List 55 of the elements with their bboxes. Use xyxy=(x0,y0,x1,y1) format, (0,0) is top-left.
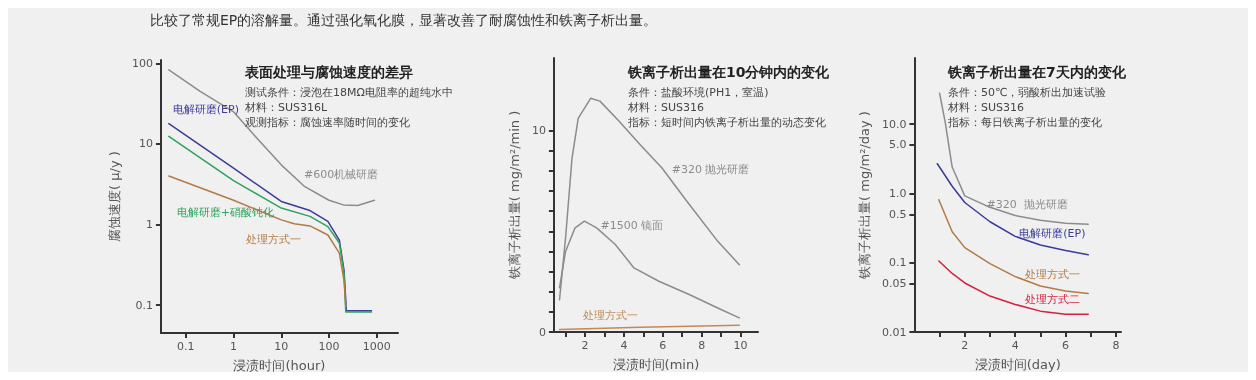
y-tick-label: 0.01 xyxy=(881,325,907,339)
chart-title: 铁离子析出量在7天内的变化 xyxy=(947,64,1127,80)
series-label: 处理方式一 xyxy=(246,233,302,247)
x-tick-label: 4 xyxy=(1011,339,1019,352)
x-tick-label: 1000 xyxy=(362,340,391,353)
chart-title: 表面处理与腐蚀速度的差异 xyxy=(244,64,413,80)
annotation: 测试条件：浸泡在18MΩ电阻率的超纯水中 xyxy=(245,86,453,99)
x-tick-label: 6 xyxy=(659,339,667,352)
y-axis-title: 铁离子析出量( mg/m²/day ) xyxy=(857,111,872,280)
x-tick-label: 6 xyxy=(1062,339,1070,352)
series-label: 处理方式二 xyxy=(1024,293,1080,307)
series-label: 处理方式一 xyxy=(1024,268,1080,282)
annotation: 条件：50℃，弱酸析出加速试验 xyxy=(948,86,1107,99)
annotation: 材料：SUS316 xyxy=(627,101,705,114)
series-label: 电解研磨(EP) xyxy=(172,103,239,117)
x-tick-label: 10 xyxy=(733,339,748,352)
y-tick-label: 5.0 xyxy=(888,138,907,152)
x-tick-label: 2 xyxy=(961,339,969,352)
annotation: 条件：盐酸环境(PH1，室温) xyxy=(628,86,769,99)
x-axis-title: 浸渍时间(min) xyxy=(612,357,700,372)
y-tick-label: 0.1 xyxy=(888,256,907,270)
series-label: 电解研磨(EP) xyxy=(1019,227,1086,241)
x-tick-label: 10 xyxy=(274,340,289,353)
y-tick-label: 1.0 xyxy=(888,186,907,200)
chart-subtitle: 比较了常规EP的溶解量。通过强化氧化膜，显著改善了耐腐蚀性和铁离子析出量。 xyxy=(150,12,658,30)
annotation: 指标：短时间内铁离子析出量的动态变化 xyxy=(627,116,826,129)
x-tick-label: 1 xyxy=(230,340,238,353)
y-tick-label: 10 xyxy=(138,137,153,151)
y-axis-title: 腐蚀速度( μ/y ) xyxy=(107,151,122,242)
y-tick-label: 0.05 xyxy=(881,277,907,291)
y-tick-label: 1 xyxy=(145,217,153,231)
x-tick-label: 4 xyxy=(620,339,628,352)
chart-title: 铁离子析出量在10分钟内的变化 xyxy=(627,64,831,80)
x-tick-label: 2 xyxy=(581,339,589,352)
x-tick-label: 0.1 xyxy=(177,340,195,353)
annotation: 指标：每日铁离子析出量的变化 xyxy=(947,116,1102,129)
annotation: 观测指标：腐蚀速率随时间的变化 xyxy=(245,116,410,129)
series-label: #600机械研磨 xyxy=(304,167,379,181)
y-tick-label: 0.1 xyxy=(135,298,153,312)
x-tick-label: 8 xyxy=(1112,339,1120,352)
series-label: #320 抛光研磨 xyxy=(986,197,1068,211)
x-axis-title: 浸渍时间(hour) xyxy=(233,358,326,373)
series-label: #320 抛光研磨 xyxy=(671,163,750,177)
y-tick-label: 100 xyxy=(131,56,153,70)
series-label: #1500 镜面 xyxy=(600,218,664,232)
y-axis-title: 铁离子析出量( mg/m²/min ) xyxy=(507,110,522,281)
annotation: 材料：SUS316 xyxy=(947,101,1025,114)
annotation: 材料：SUS316L xyxy=(244,101,329,114)
y-tick-label: 10.0 xyxy=(881,117,907,131)
series-label: 处理方式一 xyxy=(582,309,638,323)
x-tick-label: 100 xyxy=(318,340,340,353)
x-tick-label: 8 xyxy=(698,339,706,352)
y-tick-label: 0.5 xyxy=(888,207,907,221)
y-tick-label: 0 xyxy=(538,325,546,339)
x-axis-title: 浸渍时间(day) xyxy=(974,357,1061,372)
